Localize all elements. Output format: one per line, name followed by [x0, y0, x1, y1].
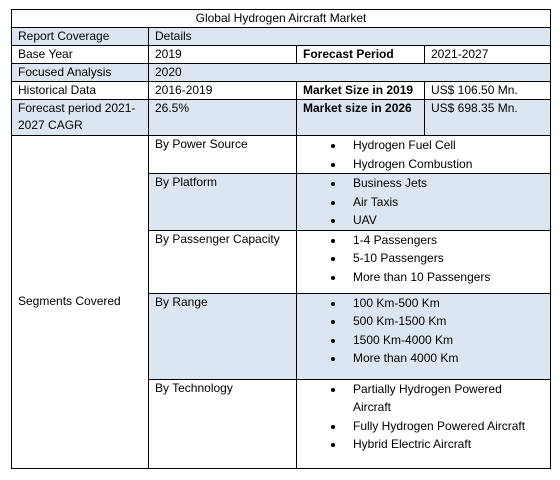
item: Fully Hydrogen Powered Aircraft: [345, 417, 538, 436]
row-label: Market size in 2026: [296, 99, 425, 136]
cell: US$ 698.35 Mn.: [424, 99, 551, 136]
item: Air Taxis: [345, 193, 544, 212]
group-items: Business Jets Air Taxis UAV: [296, 173, 551, 231]
row-label: Base Year: [11, 45, 149, 64]
row-label: Forecast period 2021-2027 CAGR: [11, 99, 149, 136]
group-name: By Range: [148, 292, 297, 380]
item: Business Jets: [345, 174, 544, 193]
cell: 2016-2019: [148, 81, 297, 100]
item: Hydrogen Fuel Cell: [345, 136, 544, 155]
group-items: 1-4 Passengers 5-10 Passengers More than…: [296, 229, 551, 294]
item: Hydrogen Combustion: [345, 155, 544, 174]
group-name: By Passenger Capacity: [148, 229, 297, 294]
group-items: Partially Hydrogen Powered Aircraft Full…: [296, 378, 551, 469]
group-name: By Power Source: [148, 135, 297, 174]
group-name: By Technology: [148, 378, 297, 469]
item: 1-4 Passengers: [345, 231, 544, 250]
cell: 2020: [148, 63, 551, 82]
header-cell: Details: [148, 27, 551, 46]
group-items: Hydrogen Fuel Cell Hydrogen Combustion: [296, 135, 551, 174]
cell: 2019: [148, 45, 297, 64]
segments-label: Segments Covered: [11, 135, 149, 469]
row-label: Forecast Period: [296, 45, 425, 64]
cell: US$ 106.50 Mn.: [424, 81, 551, 100]
row-label: Market Size in 2019: [296, 81, 425, 100]
item: 1500 Km-4000 Km: [345, 331, 544, 350]
item: Hybrid Electric Aircraft: [345, 435, 538, 454]
cell: 26.5%: [148, 99, 297, 136]
item: 100 Km-500 Km: [345, 294, 544, 313]
header-cell: Report Coverage: [11, 27, 149, 46]
item: 500 Km-1500 Km: [345, 312, 544, 331]
table-title: Global Hydrogen Aircraft Market: [11, 9, 551, 28]
item: More than 4000 Km: [345, 349, 544, 368]
item: Partially Hydrogen Powered Aircraft: [345, 380, 538, 417]
group-items: 100 Km-500 Km 500 Km-1500 Km 1500 Km-400…: [296, 292, 551, 380]
group-name: By Platform: [148, 173, 297, 231]
item: More than 10 Passengers: [345, 268, 544, 287]
item: 5-10 Passengers: [345, 249, 544, 268]
market-table: Global Hydrogen Aircraft Market Report C…: [11, 9, 551, 469]
row-label: Focused Analysis: [11, 63, 149, 82]
row-label: Historical Data: [11, 81, 149, 100]
cell: 2021-2027: [424, 45, 551, 64]
item: UAV: [345, 211, 544, 230]
